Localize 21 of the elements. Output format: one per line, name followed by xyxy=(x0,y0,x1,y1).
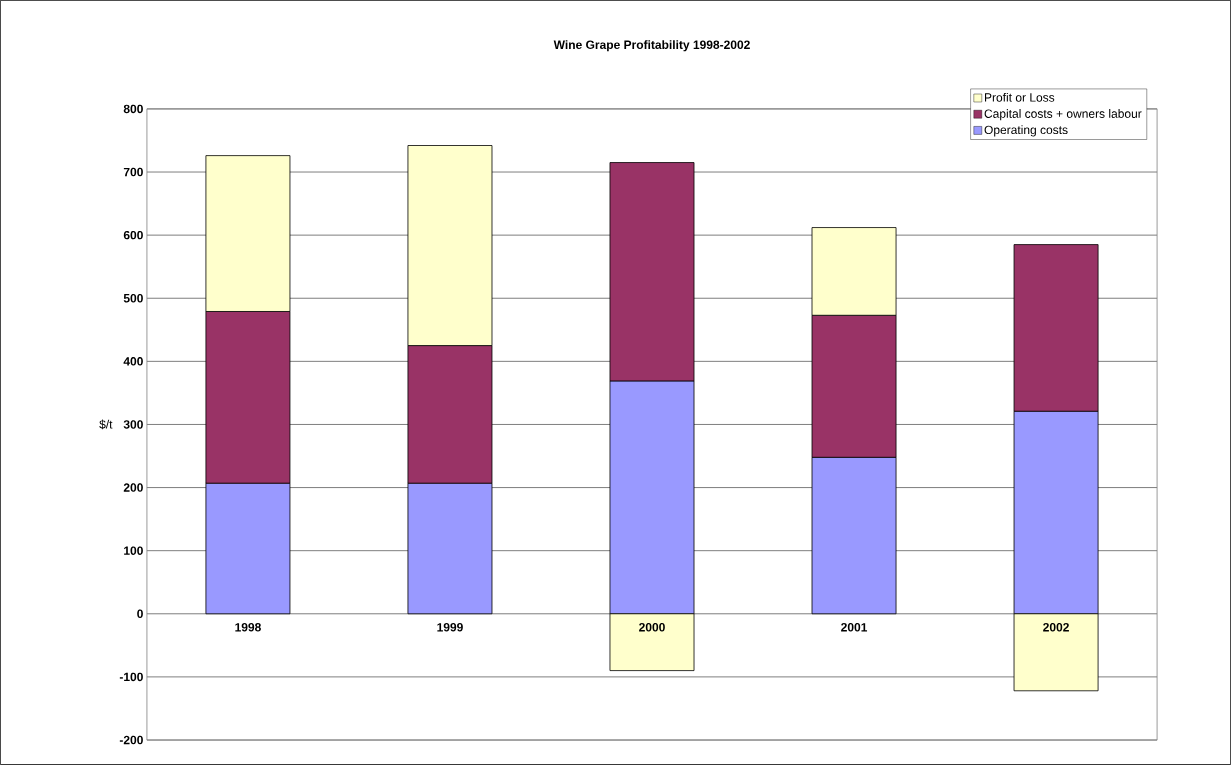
y-tick-label: -200 xyxy=(119,735,143,745)
x-tick-label: 2001 xyxy=(841,623,868,632)
x-tick-label: 2000 xyxy=(639,623,665,632)
y-tick-label: 200 xyxy=(123,483,143,492)
legend-label: Profit or Loss xyxy=(985,92,1055,102)
chart-title: Wine Grape Profitability 1998-2002 xyxy=(553,40,750,52)
y-axis-title: $/t xyxy=(99,419,113,430)
y-tick-label: 100 xyxy=(124,546,143,555)
x-tick-label: 1999 xyxy=(437,623,463,632)
y-tick-label: 400 xyxy=(123,357,143,366)
y-tick-label: 500 xyxy=(123,294,143,303)
legend-label: Operating costs xyxy=(984,125,1068,137)
x-tick-label: 2002 xyxy=(1043,623,1069,632)
x-tick-label: 1998 xyxy=(235,623,261,632)
y-tick-label: 0 xyxy=(137,609,143,619)
y-tick-label: 800 xyxy=(123,104,143,114)
legend-label: Capital costs + owners labour xyxy=(984,109,1142,121)
y-tick-label: -100 xyxy=(119,672,143,682)
y-tick-label: 600 xyxy=(123,230,143,240)
y-tick-label: 300 xyxy=(123,420,143,429)
y-tick-label: 700 xyxy=(123,167,143,177)
